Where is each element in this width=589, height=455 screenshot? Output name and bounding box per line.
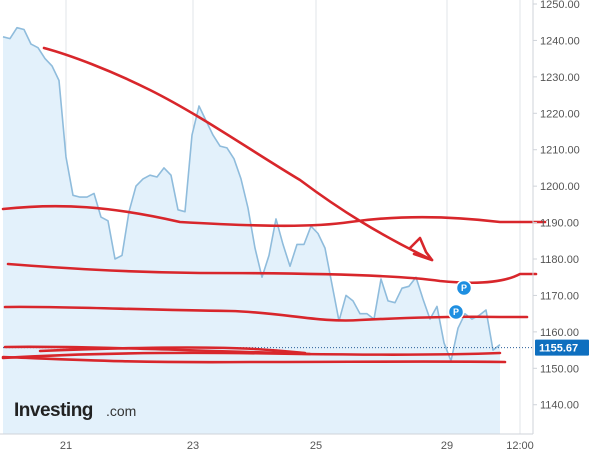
y-tick-label-3: 1220.00 [540, 108, 580, 120]
level-line-1155-b [38, 346, 307, 355]
last-price-tag [535, 339, 589, 356]
y-tick-label-7: 1180.00 [540, 254, 579, 266]
x-tick-label-4: 12:00 [506, 440, 534, 452]
p-marker-label-1: P [453, 307, 459, 317]
y-tick-label-0: 1250.00 [540, 0, 580, 11]
p-marker-label-0: P [461, 283, 467, 293]
p-marker-1 [447, 303, 465, 321]
level-line-1175 [6, 262, 538, 285]
x-tick-label-3: 29 [441, 440, 453, 452]
y-tick-label-9: 1160.00 [540, 327, 579, 339]
y-tick-label-5: 1200.00 [540, 181, 580, 193]
p-marker-0 [455, 279, 473, 297]
hand-drawn-annotations [1, 46, 547, 364]
level-line-1151 [1, 355, 507, 364]
x-tick-label-2: 25 [310, 440, 322, 452]
level-line-1164 [3, 305, 529, 322]
investing-logo: Investing .com [14, 400, 136, 421]
y-tick-label-11: 1140.00 [540, 400, 579, 412]
markers: PP [447, 279, 473, 321]
y-tick-label-8: 1170.00 [540, 290, 579, 302]
y-tick-label-4: 1210.00 [540, 145, 580, 157]
x-tick-label-0: 21 [60, 440, 72, 452]
level-line-1155-c [1, 351, 502, 360]
y-tick-label-1: 1240.00 [540, 35, 580, 47]
price-area [2, 26, 533, 434]
level-line-1190 [1, 204, 547, 228]
trend-arrow-line [42, 46, 434, 262]
logo-main-text: Investing [14, 400, 93, 421]
last-price-tag-label: 1155.67 [539, 343, 578, 355]
logo-sub-text: .com [106, 403, 136, 419]
x-tick-label-1: 23 [187, 440, 199, 452]
y-tick-label-10: 1150.00 [540, 363, 579, 375]
price-line [2, 26, 501, 362]
y-tick-label-6: 1190.00 [540, 218, 579, 230]
trend-arrow-head [408, 236, 434, 262]
y-tick-label-2: 1230.00 [540, 72, 580, 84]
